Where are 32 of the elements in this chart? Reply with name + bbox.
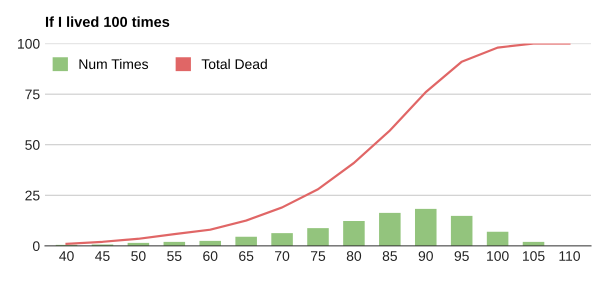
y-tick-label: 50 [25, 140, 40, 150]
bar [379, 212, 401, 246]
x-tick-label: 45 [95, 251, 110, 261]
bar [486, 232, 508, 246]
bar [450, 216, 472, 246]
x-tick-label: 105 [523, 251, 545, 261]
x-tick-label: 100 [487, 251, 509, 261]
y-tick-label: 0 [32, 241, 40, 252]
x-tick-label: 80 [346, 251, 362, 261]
x-tick-label: 90 [418, 251, 433, 261]
x-tick-label: 95 [454, 251, 469, 261]
x-tick-label: 70 [275, 251, 290, 261]
x-tick-label: 55 [167, 251, 182, 261]
y-tick-label: 75 [25, 90, 40, 100]
chart-title: If I lived 100 times [46, 16, 170, 28]
x-tick-label: 75 [310, 251, 326, 261]
line-series [65, 44, 571, 245]
x-tick-label: 85 [382, 251, 397, 261]
bar [235, 236, 257, 246]
bar [414, 208, 437, 246]
legend-label: Num Times [79, 58, 148, 70]
y-tick-label: 25 [25, 190, 40, 200]
x-tick-label: 50 [131, 251, 146, 261]
x-tick-label: 65 [239, 251, 254, 261]
x-tick-label: 40 [59, 251, 74, 261]
x-tick-label: 110 [559, 251, 580, 261]
x-tick-label: 60 [203, 251, 218, 261]
bar [271, 233, 293, 246]
legend-label: Total Dead [202, 58, 267, 70]
bar [307, 228, 329, 246]
bar [343, 220, 365, 246]
y-tick-label: 100 [18, 38, 40, 49]
